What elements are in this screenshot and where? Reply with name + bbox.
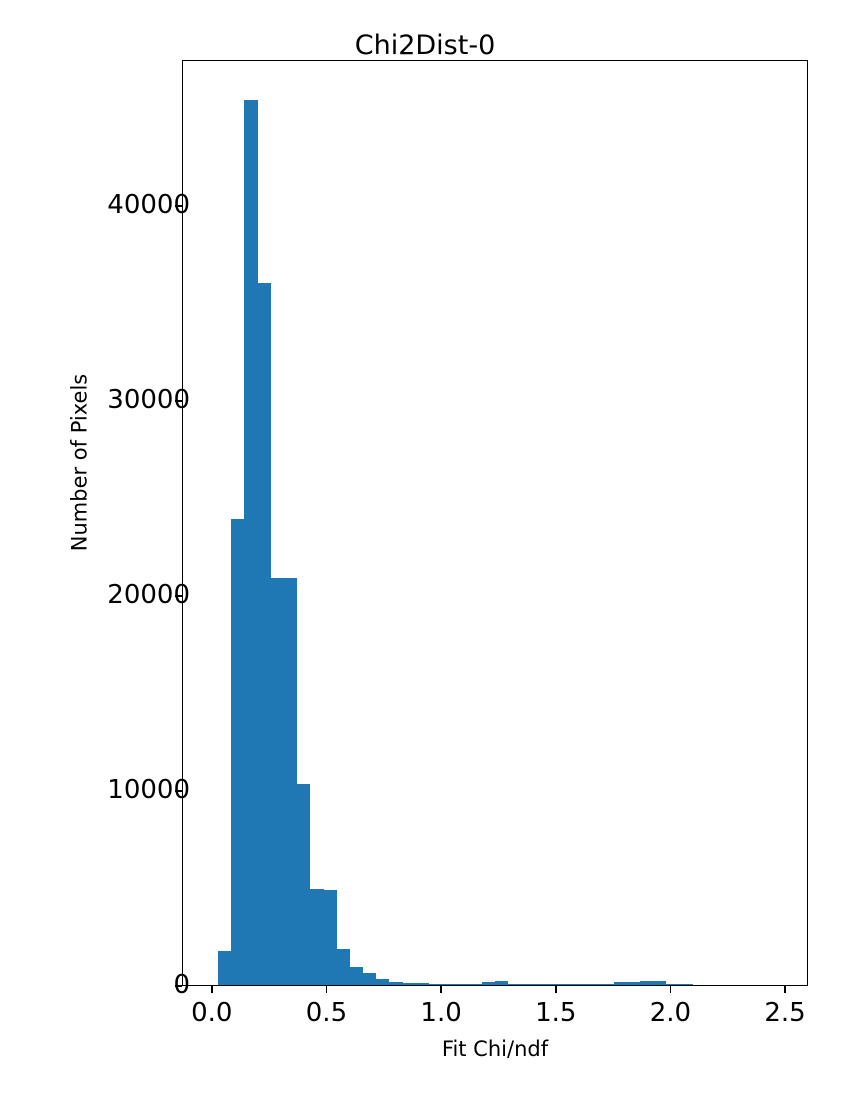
histogram-bar — [429, 983, 443, 985]
histogram-bar — [613, 981, 627, 985]
histogram-bar — [468, 983, 482, 985]
y-tick-label: 20000 — [107, 580, 190, 611]
histogram-bar — [521, 984, 535, 985]
x-tick-label: 0.5 — [305, 998, 348, 1028]
y-tick-label: 10000 — [107, 775, 190, 806]
histogram-bar — [349, 967, 364, 985]
y-tick-mark — [175, 595, 182, 597]
histogram-bar — [574, 984, 588, 985]
histogram-bar — [218, 950, 232, 985]
y-tick-label: 30000 — [107, 385, 190, 416]
y-tick-mark — [175, 205, 182, 207]
histogram-bar — [481, 981, 495, 985]
histogram-bar — [666, 984, 680, 985]
x-tick-label: 1.0 — [420, 998, 462, 1028]
histogram-bar — [323, 890, 337, 985]
histogram-bar — [508, 983, 522, 985]
histogram-bar — [494, 981, 509, 985]
y-tick-label: 40000 — [107, 190, 190, 221]
x-tick-mark — [440, 986, 442, 993]
x-tick-mark — [211, 986, 213, 993]
y-tick-label: 0 — [173, 970, 190, 1000]
x-axis-label: Fit Chi/ndf — [441, 1037, 549, 1061]
histogram-bar — [640, 981, 654, 985]
histogram-bar — [455, 983, 469, 985]
x-tick-label: 2.0 — [649, 998, 692, 1028]
histogram-bar — [376, 979, 390, 985]
y-tick-mark — [175, 400, 182, 402]
x-tick-label: 1.5 — [535, 998, 577, 1028]
page-title: Chi2Dist-0 — [354, 30, 496, 61]
y-axis-label: Number of Pixels — [67, 373, 92, 552]
histogram-bar — [587, 984, 601, 985]
x-tick-mark — [784, 986, 786, 993]
histogram-bar — [231, 519, 245, 985]
histogram-bar — [244, 99, 258, 985]
histogram-bars — [183, 61, 807, 985]
histogram-bar — [257, 283, 271, 985]
x-tick-mark — [554, 986, 557, 993]
histogram-bar — [363, 972, 377, 985]
y-tick-mark — [175, 790, 182, 792]
histogram-bar — [415, 983, 430, 985]
histogram-bar — [534, 984, 548, 985]
histogram-bar — [547, 984, 561, 985]
histogram-bar — [679, 984, 693, 985]
x-tick-mark — [669, 986, 672, 993]
plot-area — [182, 60, 808, 986]
x-tick-label: 0.0 — [191, 998, 233, 1028]
histogram-bar — [270, 577, 284, 985]
histogram-bar — [284, 577, 298, 985]
histogram-bar — [442, 983, 456, 985]
histogram-bar — [310, 889, 324, 985]
histogram-bar — [297, 784, 311, 985]
x-tick-mark — [325, 986, 328, 993]
histogram-bar — [389, 981, 403, 985]
histogram-bar — [653, 981, 667, 985]
histogram-bar — [600, 984, 614, 985]
y-tick-mark — [175, 985, 182, 987]
histogram-bar — [402, 982, 416, 985]
histogram-bar — [626, 981, 640, 985]
histogram-bar — [336, 948, 350, 985]
histogram-bar — [560, 984, 575, 985]
x-tick-label: 2.5 — [764, 998, 806, 1028]
